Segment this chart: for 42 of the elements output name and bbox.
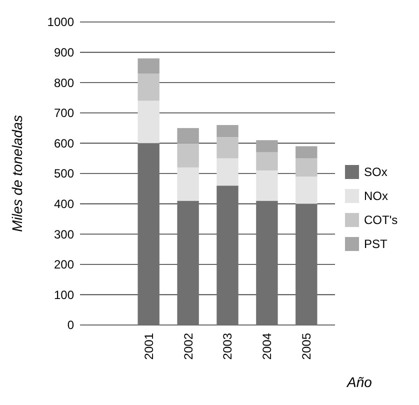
x-tick-label: 2005 xyxy=(300,332,314,360)
legend-label: PST xyxy=(364,237,388,252)
bar xyxy=(256,170,278,201)
bar xyxy=(138,100,160,144)
bar xyxy=(138,74,160,101)
y-tick-label: 1000 xyxy=(47,15,74,30)
bar xyxy=(177,200,199,325)
y-tick-label: 500 xyxy=(54,166,74,181)
y-tick-label: 0 xyxy=(67,318,74,332)
y-tick-label: 800 xyxy=(54,76,74,90)
bar xyxy=(256,200,278,325)
bar xyxy=(177,143,199,168)
x-tick-label: 2003 xyxy=(220,332,235,360)
bar xyxy=(177,167,199,201)
bar xyxy=(256,152,278,170)
bar xyxy=(216,158,238,186)
bar xyxy=(216,125,238,138)
y-tick-label: 300 xyxy=(54,227,74,242)
y-tick-label: 200 xyxy=(54,258,74,272)
x-tick-label: 2004 xyxy=(260,332,274,360)
y-tick-label: 700 xyxy=(54,106,74,120)
x-tick-label: 2002 xyxy=(181,332,196,360)
legend-label: SOx xyxy=(364,165,388,180)
y-tick-label: 400 xyxy=(54,197,74,211)
bar xyxy=(256,140,278,152)
bar xyxy=(216,186,238,325)
bar xyxy=(216,137,238,158)
bar xyxy=(296,204,318,325)
y-tick-label: 100 xyxy=(54,288,74,302)
bar xyxy=(177,128,199,144)
bar xyxy=(138,143,160,325)
y-tick-label: 600 xyxy=(54,136,74,150)
x-tick-label: 2001 xyxy=(142,332,156,360)
y-tick-label: 900 xyxy=(54,46,74,60)
bar xyxy=(296,146,318,158)
legend-label: NOx xyxy=(364,189,388,204)
bar xyxy=(296,176,318,204)
legend-label: COT's xyxy=(364,213,398,228)
y-axis-title: Miles de toneladas xyxy=(9,115,25,232)
x-axis-title: Año xyxy=(346,374,372,390)
bar xyxy=(296,158,318,177)
bar xyxy=(138,58,160,74)
